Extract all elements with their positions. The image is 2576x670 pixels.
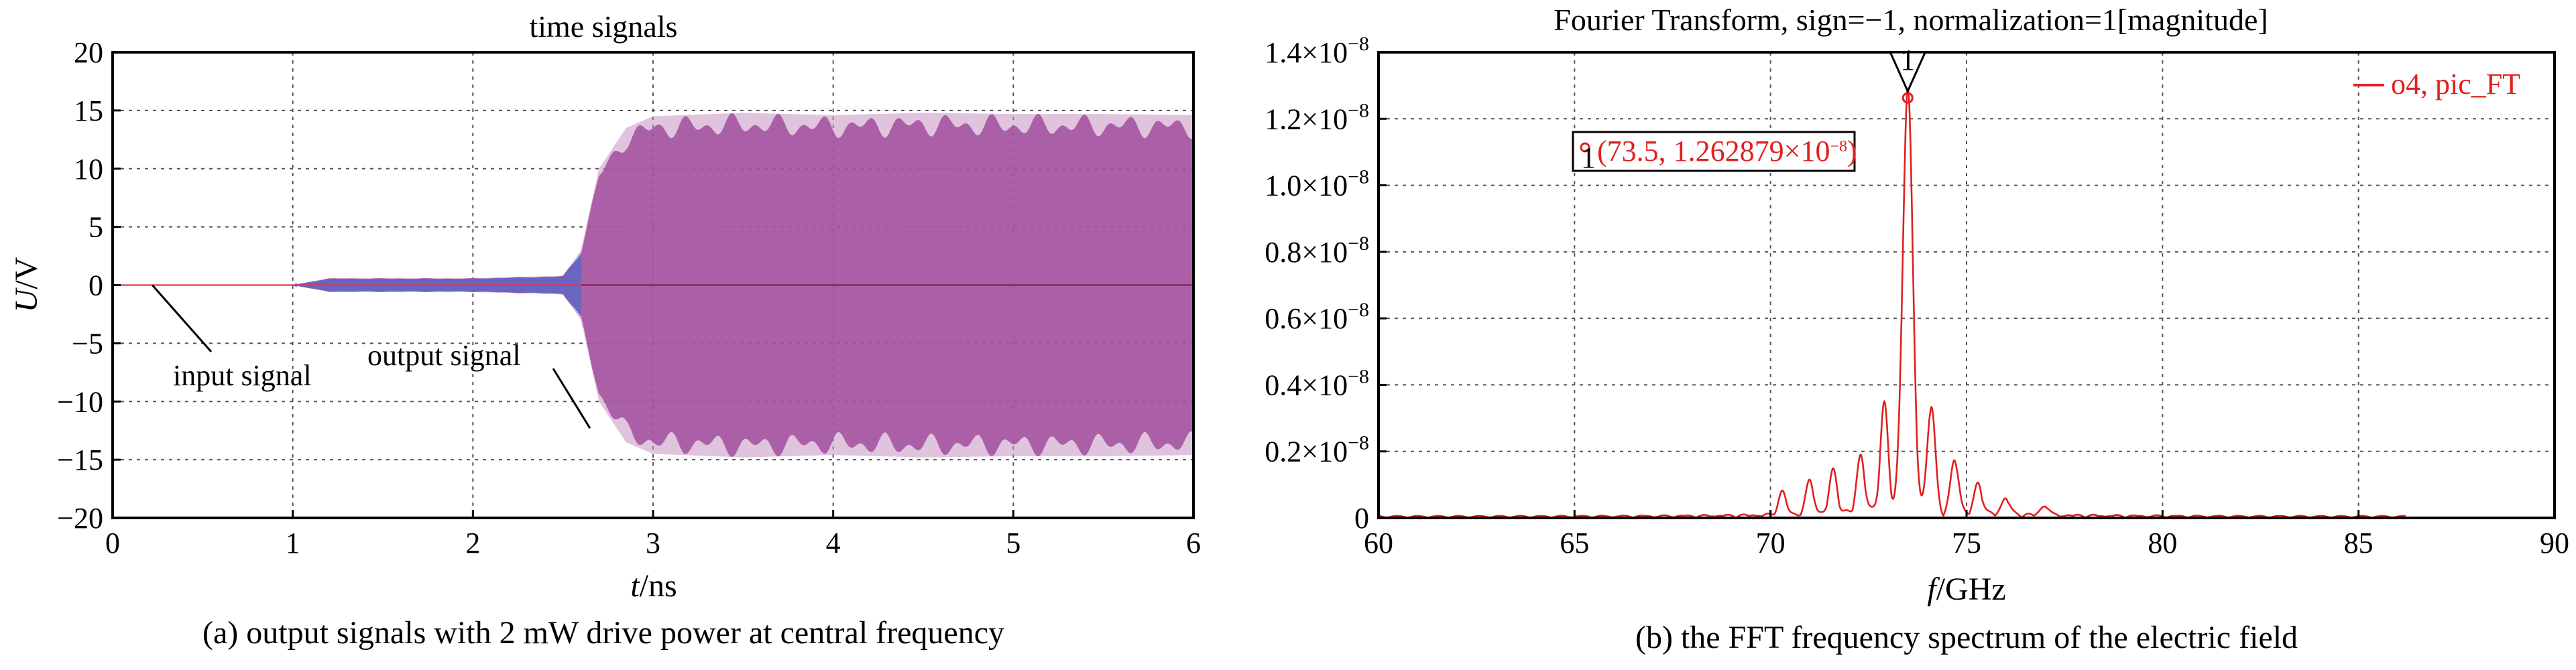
peak-label-box bbox=[1572, 131, 1856, 172]
x-tick-label: 5 bbox=[1006, 527, 1020, 559]
y-tick-label: 1.2×10−8 bbox=[1265, 99, 1369, 135]
chart-a-y-label: U/V bbox=[9, 257, 44, 312]
x-tick-label: 70 bbox=[1756, 527, 1785, 559]
y-tick-exponent: −8 bbox=[1348, 33, 1369, 55]
y-tick-label: −20 bbox=[57, 502, 103, 535]
y-tick-label: −10 bbox=[57, 385, 103, 418]
peak-label-text: (73.5, 1.262879×10−8) bbox=[1597, 135, 1857, 168]
peak-label-suffix: ) bbox=[1847, 135, 1857, 168]
chart-a-y-label-var: U bbox=[9, 287, 44, 312]
x-tick-label: 60 bbox=[1364, 527, 1393, 559]
y-tick-label: 10 bbox=[74, 153, 103, 186]
peak-label-exponent: −8 bbox=[1830, 138, 1847, 155]
y-tick-label: 15 bbox=[74, 94, 103, 127]
chart-b-y-ticks: 0 0.2×10−8 0.4×10−8 0.6×10−8 0.8×10−8 1.0×10−… bbox=[1265, 33, 1387, 535]
chart-b-x-ticks: 60 65 70 75 80 85 90 bbox=[1364, 510, 2569, 559]
y-tick-label: 0.2×10−8 bbox=[1265, 432, 1369, 468]
output-signal-early-line bbox=[292, 253, 582, 316]
chart-a-annotations: input signal output signal bbox=[151, 284, 591, 429]
chart-a-y-ticks: 20 15 10 5 0 −5 −10 −15 −20 bbox=[57, 36, 121, 535]
y-tick-label: 1.0×10−8 bbox=[1265, 166, 1369, 202]
x-tick-label: 3 bbox=[646, 527, 660, 559]
x-tick-label: 75 bbox=[1952, 527, 1981, 559]
chart-b-x-label: f/GHz bbox=[1927, 572, 2005, 607]
y-tick-label: 0 bbox=[1354, 502, 1369, 535]
chart-b-peak-marker: 11 (73.5, 1.262879×10−8) bbox=[1572, 44, 1927, 174]
x-tick-label: 65 bbox=[1560, 527, 1589, 559]
y-tick-label: −5 bbox=[72, 327, 103, 360]
chart-a-x-label: t/ns bbox=[630, 568, 677, 604]
peak-label-id: 1 bbox=[1581, 141, 1596, 174]
chart-a-series bbox=[113, 113, 1194, 458]
chart-a-caption: (a) output signals with 2 mW drive power… bbox=[202, 615, 1004, 651]
chart-a-y-label-unit: /V bbox=[9, 257, 44, 289]
x-tick-label: 80 bbox=[2148, 527, 2177, 559]
chart-a-x-ticks: 0 1 2 3 4 5 6 bbox=[105, 510, 1201, 559]
x-tick-label: 0 bbox=[105, 527, 120, 559]
chart-b-series bbox=[1378, 84, 2406, 519]
x-tick-label: 85 bbox=[2344, 527, 2374, 559]
y-tick-label: 0.6×10−8 bbox=[1265, 299, 1369, 335]
chart-b-legend: o4, pic_FT bbox=[2353, 68, 2520, 100]
peak-label-circle bbox=[1580, 142, 1590, 153]
x-tick-label: 90 bbox=[2540, 527, 2569, 559]
x-tick-label: 4 bbox=[826, 527, 841, 559]
input-signal-annotation: input signal bbox=[173, 359, 312, 392]
y-tick-label: 5 bbox=[89, 211, 103, 244]
x-tick-label: 2 bbox=[465, 527, 480, 559]
chart-b-caption: (b) the FFT frequency spectrum of the el… bbox=[1635, 620, 2298, 655]
y-tick-label: 0.4×10−8 bbox=[1265, 365, 1369, 401]
output-signal-annotation: output signal bbox=[367, 339, 521, 372]
y-tick-label: 1.4×10−8 bbox=[1265, 33, 1369, 69]
x-tick-label: 6 bbox=[1186, 527, 1201, 559]
y-tick-exponent: −8 bbox=[1348, 232, 1369, 255]
output-signal-leader bbox=[552, 368, 591, 429]
chart-b-grid bbox=[1379, 52, 2555, 518]
fft-spectrum-line bbox=[1378, 84, 2406, 519]
y-tick-label: −15 bbox=[57, 444, 103, 476]
y-tick-label: 0 bbox=[89, 269, 103, 302]
chart-b-title: Fourier Transform, sign=−1, normalizatio… bbox=[1554, 3, 2268, 37]
y-tick-exponent: −8 bbox=[1348, 99, 1369, 121]
y-tick-exponent: −8 bbox=[1348, 166, 1369, 188]
y-tick-exponent: −8 bbox=[1348, 365, 1369, 387]
x-tick-label: 1 bbox=[286, 527, 300, 559]
time-signals-chart: time signals 0 1 2 3 4 5 6 20 15 10 5 0 −5 −10 −15 −20… bbox=[9, 9, 1201, 651]
chart-a-title: time signals bbox=[529, 9, 677, 44]
y-tick-label: 20 bbox=[74, 36, 103, 69]
peak-marker-triangle bbox=[1888, 51, 1927, 94]
chart-a-x-label-unit: /ns bbox=[640, 568, 677, 604]
legend-label: o4, pic_FT bbox=[2391, 68, 2520, 100]
chart-a-x-label-var: t bbox=[630, 568, 640, 604]
chart-b-x-label-unit: /GHz bbox=[1936, 572, 2006, 607]
y-tick-label: 0.8×10−8 bbox=[1265, 232, 1369, 269]
input-signal-leader bbox=[151, 284, 213, 352]
y-tick-exponent: −8 bbox=[1348, 299, 1369, 321]
y-tick-exponent: −8 bbox=[1348, 432, 1369, 454]
fft-spectrum-chart: Fourier Transform, sign=−1, normalizatio… bbox=[1265, 3, 2569, 655]
peak-marker-id: 1 bbox=[1900, 44, 1915, 76]
